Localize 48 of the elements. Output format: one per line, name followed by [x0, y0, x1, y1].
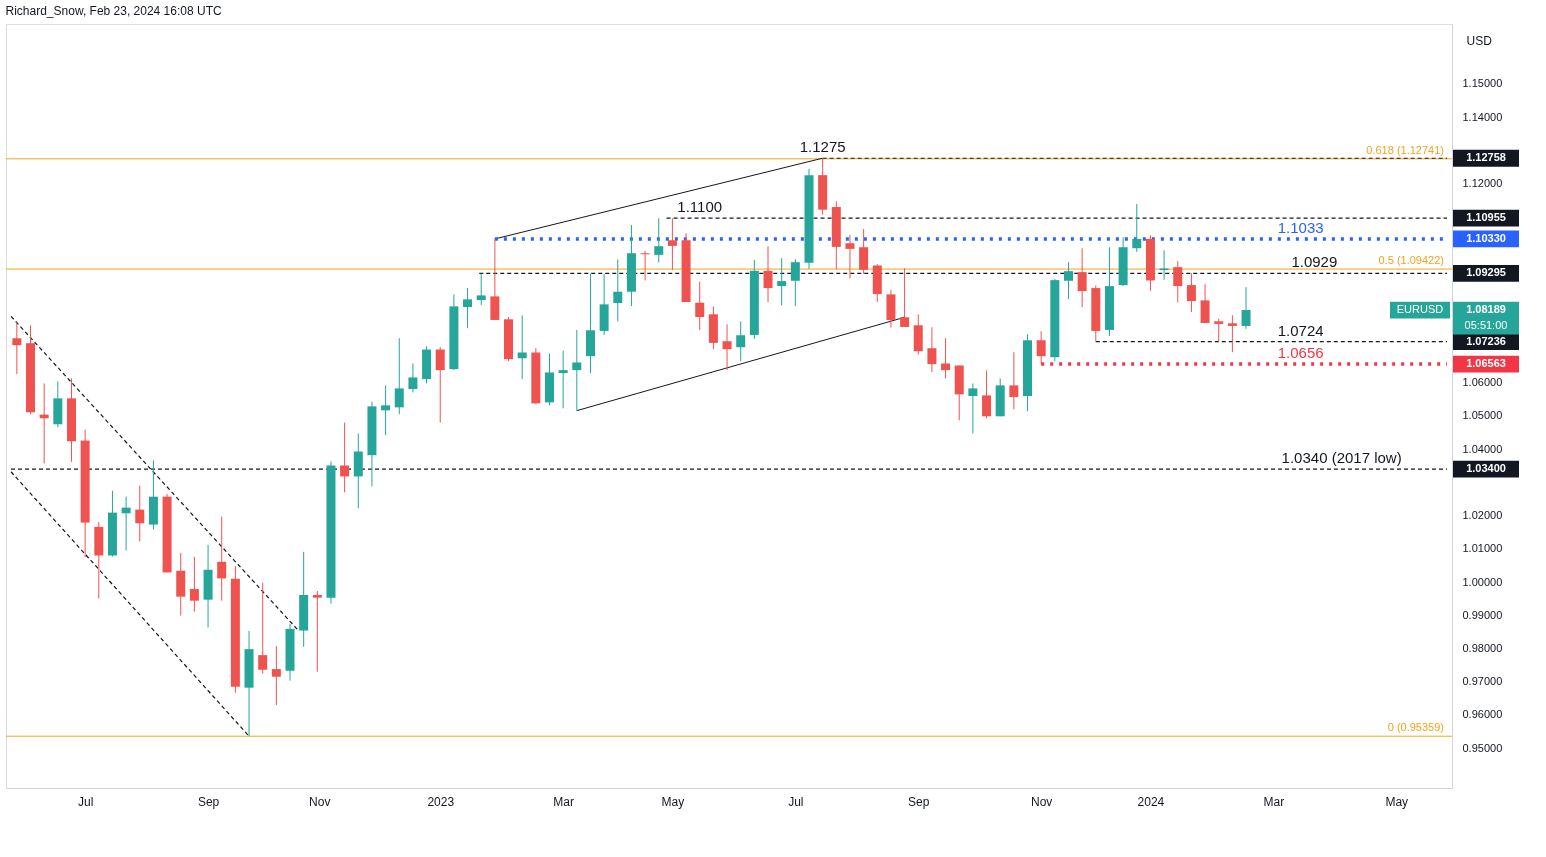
y-tick-label: 1.00000: [1462, 575, 1503, 588]
y-tick-label: 1.01000: [1462, 542, 1503, 555]
y-tick-label: 0.95000: [1462, 741, 1503, 754]
y-tick-label: 0.97000: [1462, 675, 1503, 688]
x-tick-label: Jul: [788, 794, 804, 809]
ref-line-label: 0.5 (1.09422): [1378, 254, 1444, 267]
y-tick-label: 1.02000: [1462, 509, 1503, 522]
x-tick-label: Sep: [197, 794, 220, 809]
y-tick-label: 1.05000: [1462, 409, 1503, 422]
data-label: 1.12758: [1466, 151, 1506, 164]
y-tick-label: 1.14000: [1462, 110, 1503, 123]
x-tick-label: Sep: [908, 794, 930, 809]
annotation: 1.1100: [677, 198, 723, 216]
y-tick-label: 1.06000: [1462, 376, 1503, 389]
text: EURUSD: [1396, 303, 1444, 316]
x-tick-label: May: [661, 794, 685, 809]
annotation: 1.0929: [1291, 253, 1338, 271]
x-tick-label: Mar: [1263, 794, 1285, 809]
y-tick-label: 0.99000: [1462, 608, 1503, 621]
chart-title: Richard_Snow, Feb 23, 2024 16:08 UTC: [5, 4, 222, 18]
x-tick-label: 2024: [1137, 794, 1165, 809]
x-tick-label: Nov: [1031, 794, 1053, 809]
annotation: 1.1275: [799, 138, 846, 156]
data-label: 1.03400: [1466, 462, 1506, 475]
data-label: 1.10330: [1466, 231, 1506, 244]
y-tick-label: 0.96000: [1462, 708, 1503, 721]
ref-line-label: 0.618 (1.12741): [1366, 143, 1444, 156]
x-tick-label: Mar: [553, 794, 574, 809]
annotation: 1.0340 (2017 low): [1281, 449, 1402, 467]
data-label: 1.09295: [1466, 266, 1506, 279]
annotation: 1.0656: [1277, 344, 1324, 362]
data-label: 1.06563: [1466, 357, 1506, 370]
y-tick-label: 1.04000: [1462, 442, 1503, 455]
annotation: 1.0724: [1277, 321, 1324, 339]
x-tick-label: Jul: [77, 794, 94, 809]
x-tick-label: May: [1385, 794, 1409, 809]
annotation: 1.1033: [1277, 218, 1324, 236]
text: 05:51:00: [1464, 319, 1508, 332]
y-axis-title: USD: [1466, 33, 1493, 48]
y-tick-label: 1.15000: [1462, 77, 1503, 90]
ref-line-label: 0 (0.95359): [1387, 721, 1444, 734]
x-tick-label: Nov: [309, 794, 331, 809]
data-label: 1.07236: [1466, 334, 1506, 347]
y-tick-label: 1.12000: [1462, 176, 1503, 189]
data-label: 1.10955: [1466, 211, 1506, 224]
y-tick-label: 0.98000: [1462, 641, 1503, 654]
x-tick-label: 2023: [427, 794, 455, 809]
text: 1.08189: [1466, 303, 1506, 316]
